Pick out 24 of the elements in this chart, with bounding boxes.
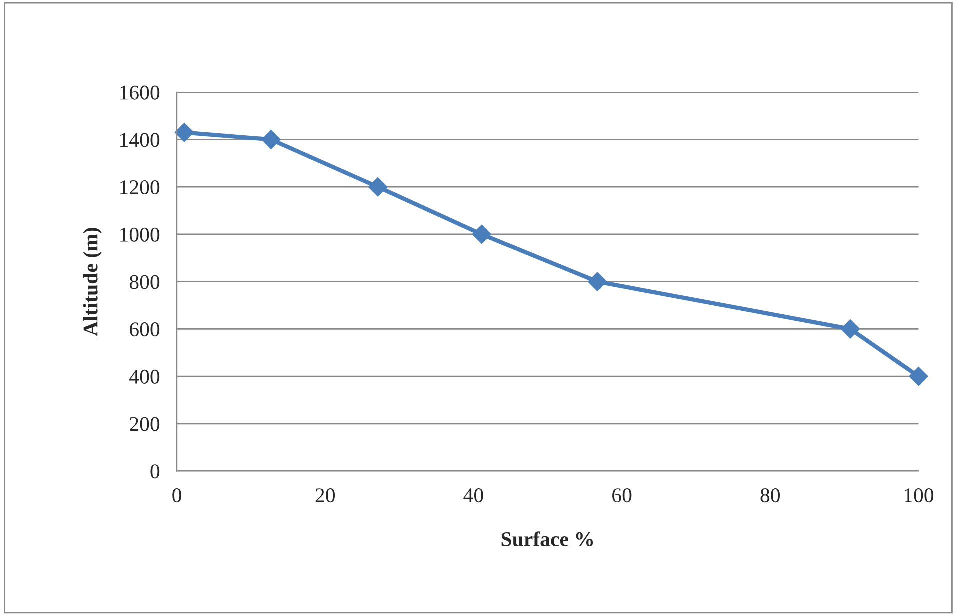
point	[174, 123, 194, 142]
point	[368, 178, 388, 197]
y-tick-label: 1200	[120, 180, 160, 195]
point	[262, 130, 281, 150]
x-tick-label: 40	[464, 488, 484, 503]
point	[472, 224, 492, 244]
y-tick-label: 1000	[120, 228, 160, 242]
y-tick-label: 400	[130, 370, 160, 384]
y-tick-label: 0	[150, 464, 160, 479]
y-tick-label: 200	[130, 417, 160, 432]
point	[588, 272, 608, 292]
x-tick-label: 100	[904, 488, 934, 503]
point	[840, 320, 860, 339]
point	[909, 366, 928, 386]
y-tick-label: 1600	[120, 86, 160, 100]
y-tick-label: 600	[130, 322, 160, 337]
x-axis-title: Surface %	[502, 532, 594, 547]
y-axis-title: Altitude (m)	[83, 228, 102, 336]
x-tick-label: 20	[316, 488, 335, 503]
x-tick-label: 0	[172, 488, 182, 503]
x-tick-label: 80	[760, 488, 780, 503]
x-tick-label: 60	[612, 488, 632, 503]
y-tick-label: 800	[130, 275, 160, 290]
y-tick-label: 1400	[120, 133, 160, 148]
